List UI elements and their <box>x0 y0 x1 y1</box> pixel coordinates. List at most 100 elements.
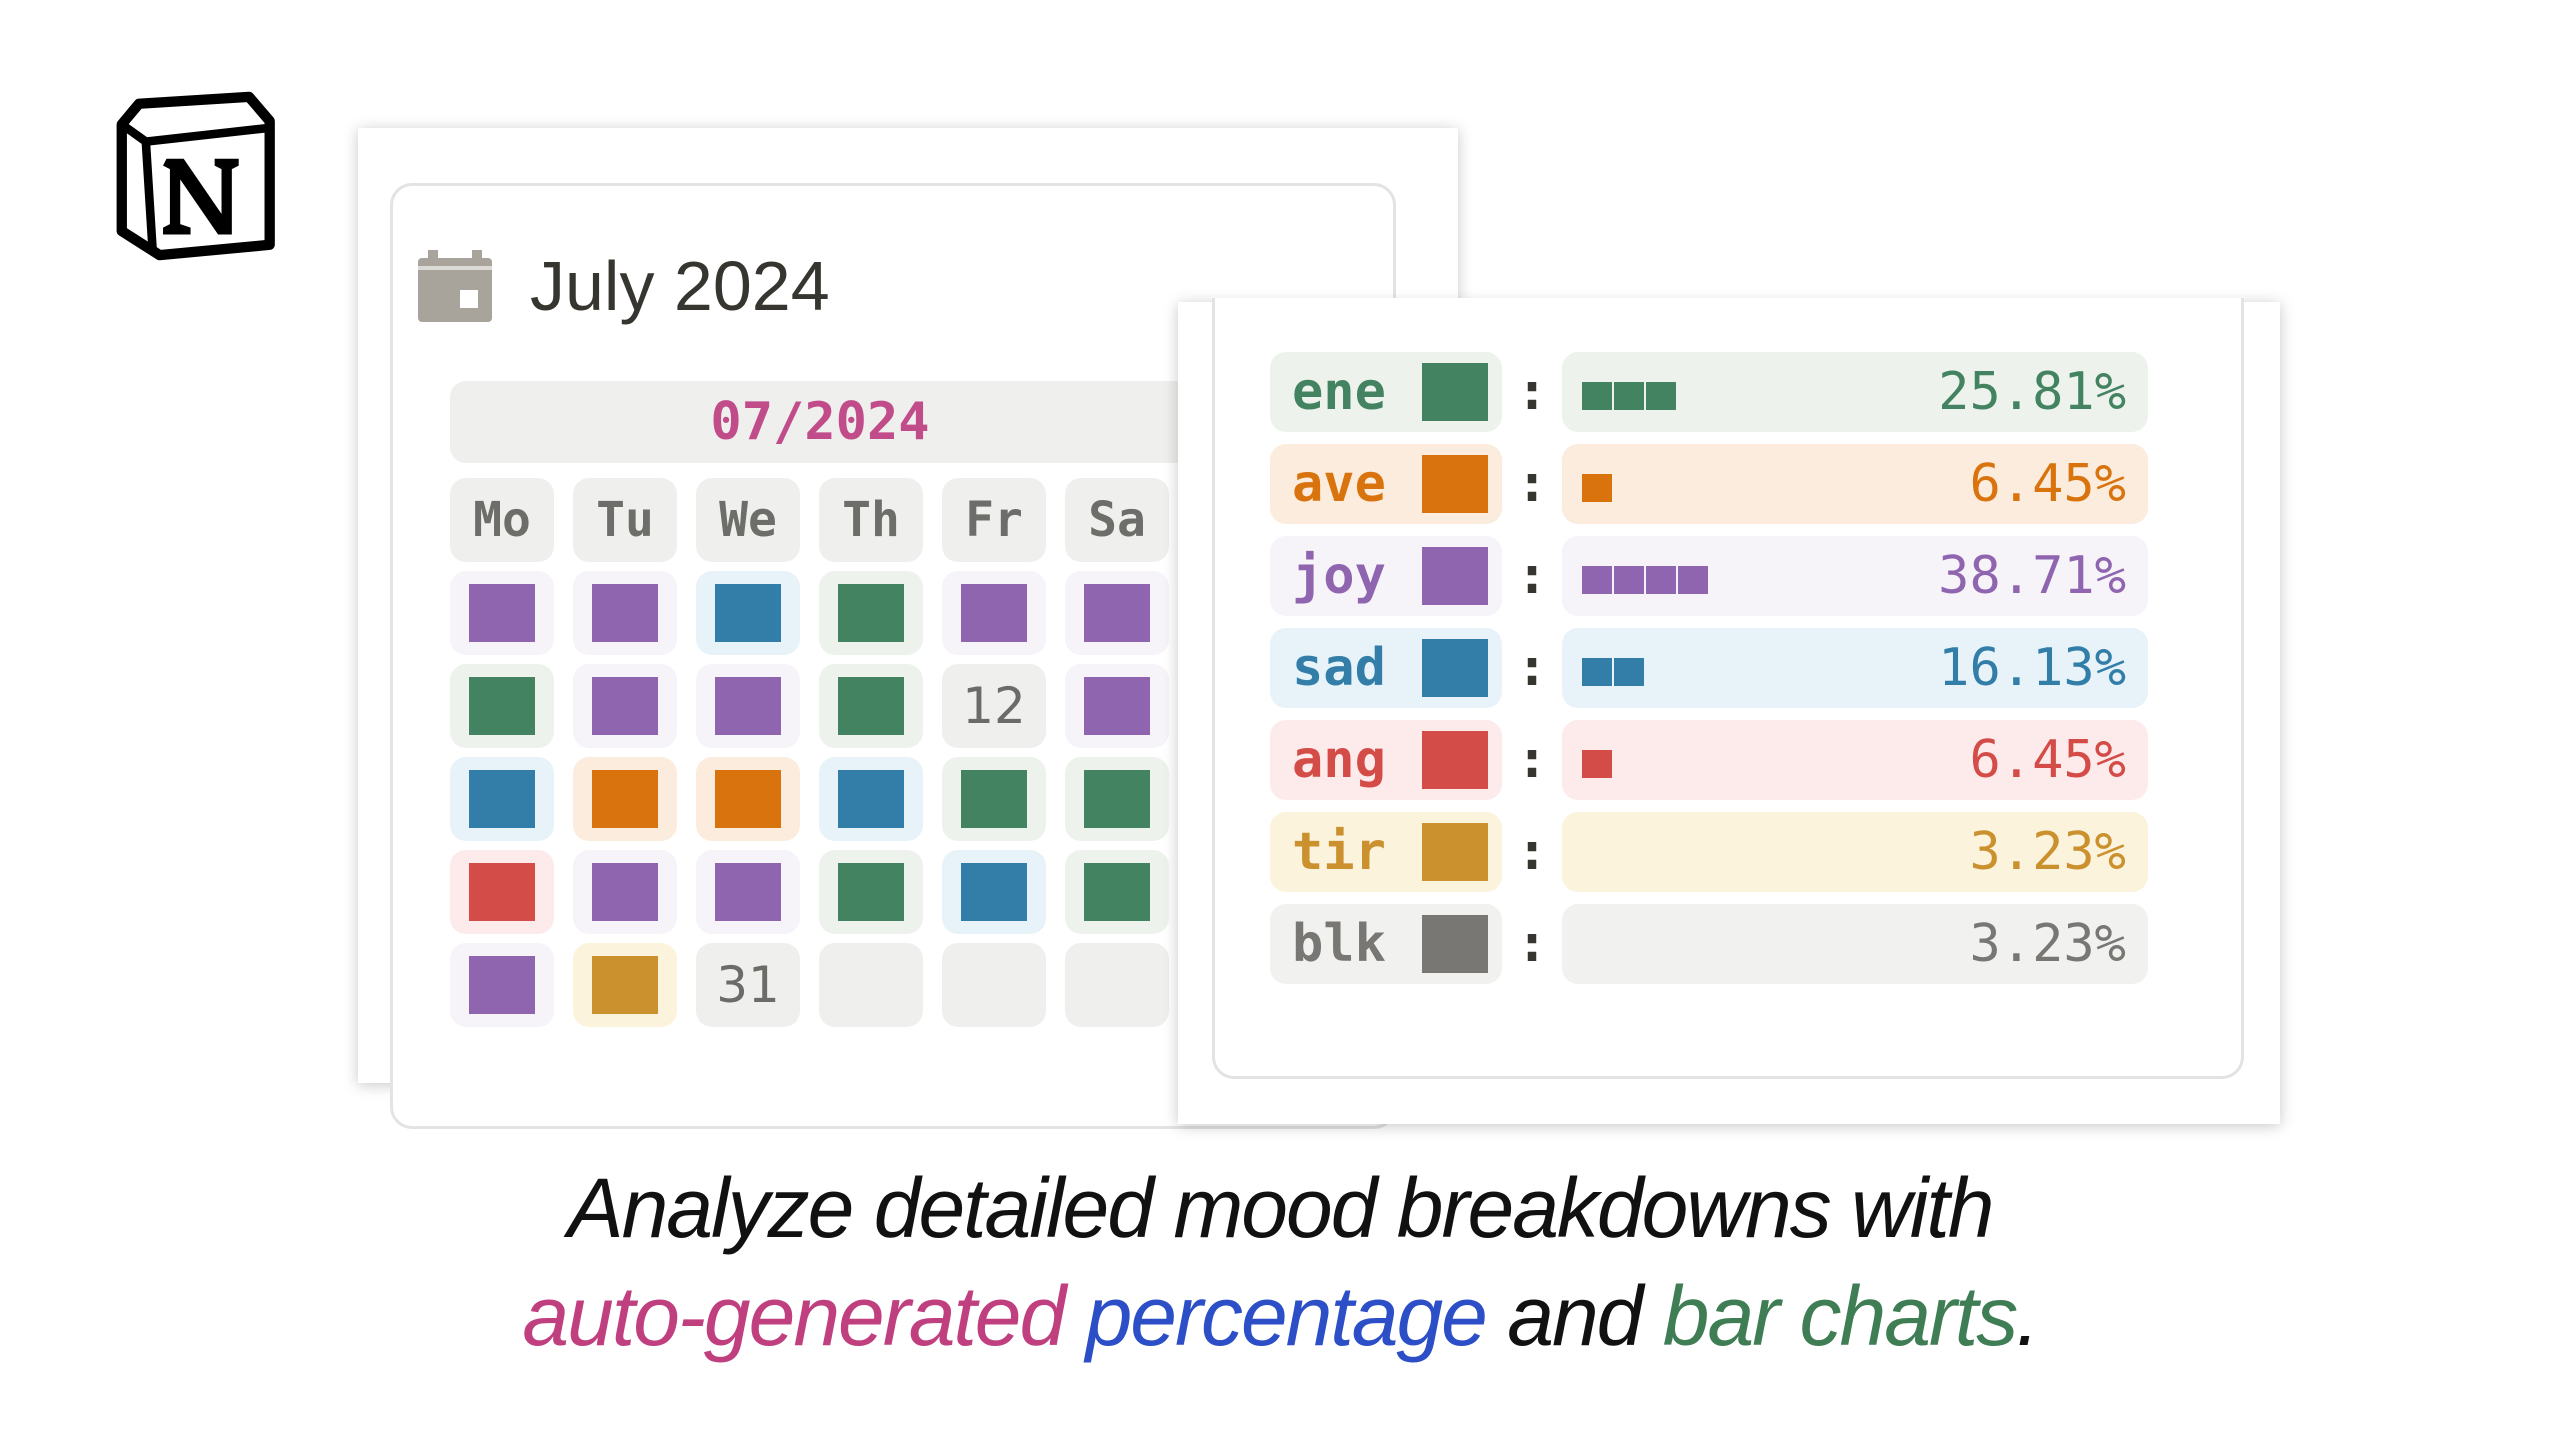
mood-stat-row: blk: 3.23% <box>1270 904 2150 984</box>
day-cell-sad[interactable] <box>450 757 554 841</box>
mood-label: joy <box>1292 546 1386 606</box>
mood-square <box>838 863 904 921</box>
mood-square <box>1084 677 1150 735</box>
notion-logo-icon <box>116 91 275 261</box>
mood-square <box>961 863 1027 921</box>
caption-period: . <box>2016 1269 2039 1363</box>
day-cell-joy[interactable] <box>573 571 677 655</box>
mood-bar-box: 38.71% <box>1562 536 2148 616</box>
day-cell-sad[interactable] <box>696 571 800 655</box>
day-cell-joy[interactable] <box>696 850 800 934</box>
mood-bar <box>1582 658 1646 686</box>
mood-square <box>469 770 535 828</box>
mood-swatch <box>1422 547 1488 605</box>
mood-square <box>592 677 658 735</box>
mood-square <box>592 956 658 1014</box>
mood-square <box>469 677 535 735</box>
day-cell-joy[interactable] <box>1065 664 1169 748</box>
calendar-header: July 2024 <box>418 246 830 326</box>
day-cell-ene[interactable] <box>819 850 923 934</box>
day-cell-joy[interactable] <box>1065 571 1169 655</box>
mood-tag: ene <box>1270 352 1502 432</box>
mood-square <box>469 863 535 921</box>
mood-bar-box: 3.23% <box>1562 812 2148 892</box>
mood-swatch <box>1422 915 1488 973</box>
day-cell-joy[interactable] <box>573 664 677 748</box>
mood-square <box>961 584 1027 642</box>
weekday-header: Tu <box>573 478 677 562</box>
caption-percentage: percentage <box>1085 1269 1488 1363</box>
mood-percentage: 3.23% <box>1969 914 2126 974</box>
mood-bar-box: 6.45% <box>1562 720 2148 800</box>
mood-bar-box: 16.13% <box>1562 628 2148 708</box>
mood-label: blk <box>1292 914 1386 974</box>
day-cell-joy[interactable] <box>450 571 554 655</box>
mood-percentage: 6.45% <box>1969 730 2126 790</box>
mood-bar <box>1582 750 1614 778</box>
mood-label: ave <box>1292 454 1386 514</box>
weekday-header: Sa <box>1065 478 1169 562</box>
mood-square <box>715 770 781 828</box>
day-cell-number[interactable]: 12 <box>942 664 1046 748</box>
separator-colon: : <box>1516 914 1548 974</box>
separator-colon: : <box>1516 454 1548 514</box>
day-cell-joy[interactable] <box>573 850 677 934</box>
mood-stat-row: tir: 3.23% <box>1270 812 2150 892</box>
day-cell-tir[interactable] <box>573 943 677 1027</box>
day-cell-ene[interactable] <box>942 757 1046 841</box>
mood-square <box>1084 770 1150 828</box>
mood-stat-row: joy: 38.71% <box>1270 536 2150 616</box>
mood-label: ene <box>1292 362 1386 422</box>
caption-and: and <box>1507 1269 1643 1363</box>
mood-label: sad <box>1292 638 1386 698</box>
mood-square <box>715 677 781 735</box>
separator-colon: : <box>1516 822 1548 882</box>
weekday-header: We <box>696 478 800 562</box>
day-cell-joy[interactable] <box>696 664 800 748</box>
mood-tag: ave <box>1270 444 1502 524</box>
mood-percentage: 3.23% <box>1969 822 2126 882</box>
day-cell-joy[interactable] <box>942 571 1046 655</box>
calendar-title: July 2024 <box>530 247 830 325</box>
mood-bar-box: 25.81% <box>1562 352 2148 432</box>
day-cell-number[interactable]: 31 <box>696 943 800 1027</box>
mood-square <box>592 863 658 921</box>
day-cell-ave[interactable] <box>696 757 800 841</box>
mood-stats-window: ene: 25.81% ave: 6.45% joy: 38.71% sad: 16.13% a… <box>1178 298 2280 1124</box>
caption-line-1: Analyze detailed mood breakdowns with <box>567 1161 1995 1255</box>
day-cell-ene[interactable] <box>819 571 923 655</box>
day-cell-empty <box>942 943 1046 1027</box>
weekday-header: Fr <box>942 478 1046 562</box>
mood-swatch <box>1422 823 1488 881</box>
mood-percentage: 25.81% <box>1938 362 2126 422</box>
mood-tag: blk <box>1270 904 1502 984</box>
day-cell-ene[interactable] <box>1065 757 1169 841</box>
day-cell-ene[interactable] <box>819 664 923 748</box>
mood-stat-row: sad: 16.13% <box>1270 628 2150 708</box>
caption-auto-generated: auto-generated <box>522 1269 1066 1363</box>
mood-swatch <box>1422 731 1488 789</box>
mood-swatch <box>1422 639 1488 697</box>
day-cell-ave[interactable] <box>573 757 677 841</box>
day-cell-ene[interactable] <box>1065 850 1169 934</box>
mood-bar-box: 3.23% <box>1562 904 2148 984</box>
mood-percentage: 38.71% <box>1938 546 2126 606</box>
mood-label: ang <box>1292 730 1386 790</box>
day-cell-joy[interactable] <box>450 943 554 1027</box>
mood-square <box>715 863 781 921</box>
day-cell-sad[interactable] <box>819 757 923 841</box>
mood-bar <box>1582 474 1614 502</box>
mood-swatch <box>1422 363 1488 421</box>
separator-colon: : <box>1516 546 1548 606</box>
caption-line-2: auto-generated percentage and bar charts… <box>0 1268 2560 1365</box>
day-cell-ene[interactable] <box>450 664 554 748</box>
mood-square <box>838 584 904 642</box>
mood-tag: ang <box>1270 720 1502 800</box>
mood-square <box>838 770 904 828</box>
separator-colon: : <box>1516 638 1548 698</box>
day-cell-sad[interactable] <box>942 850 1046 934</box>
day-cell-ang[interactable] <box>450 850 554 934</box>
month-label: 07/2024 <box>450 381 1190 463</box>
separator-colon: : <box>1516 362 1548 422</box>
mood-bar <box>1582 566 1710 594</box>
